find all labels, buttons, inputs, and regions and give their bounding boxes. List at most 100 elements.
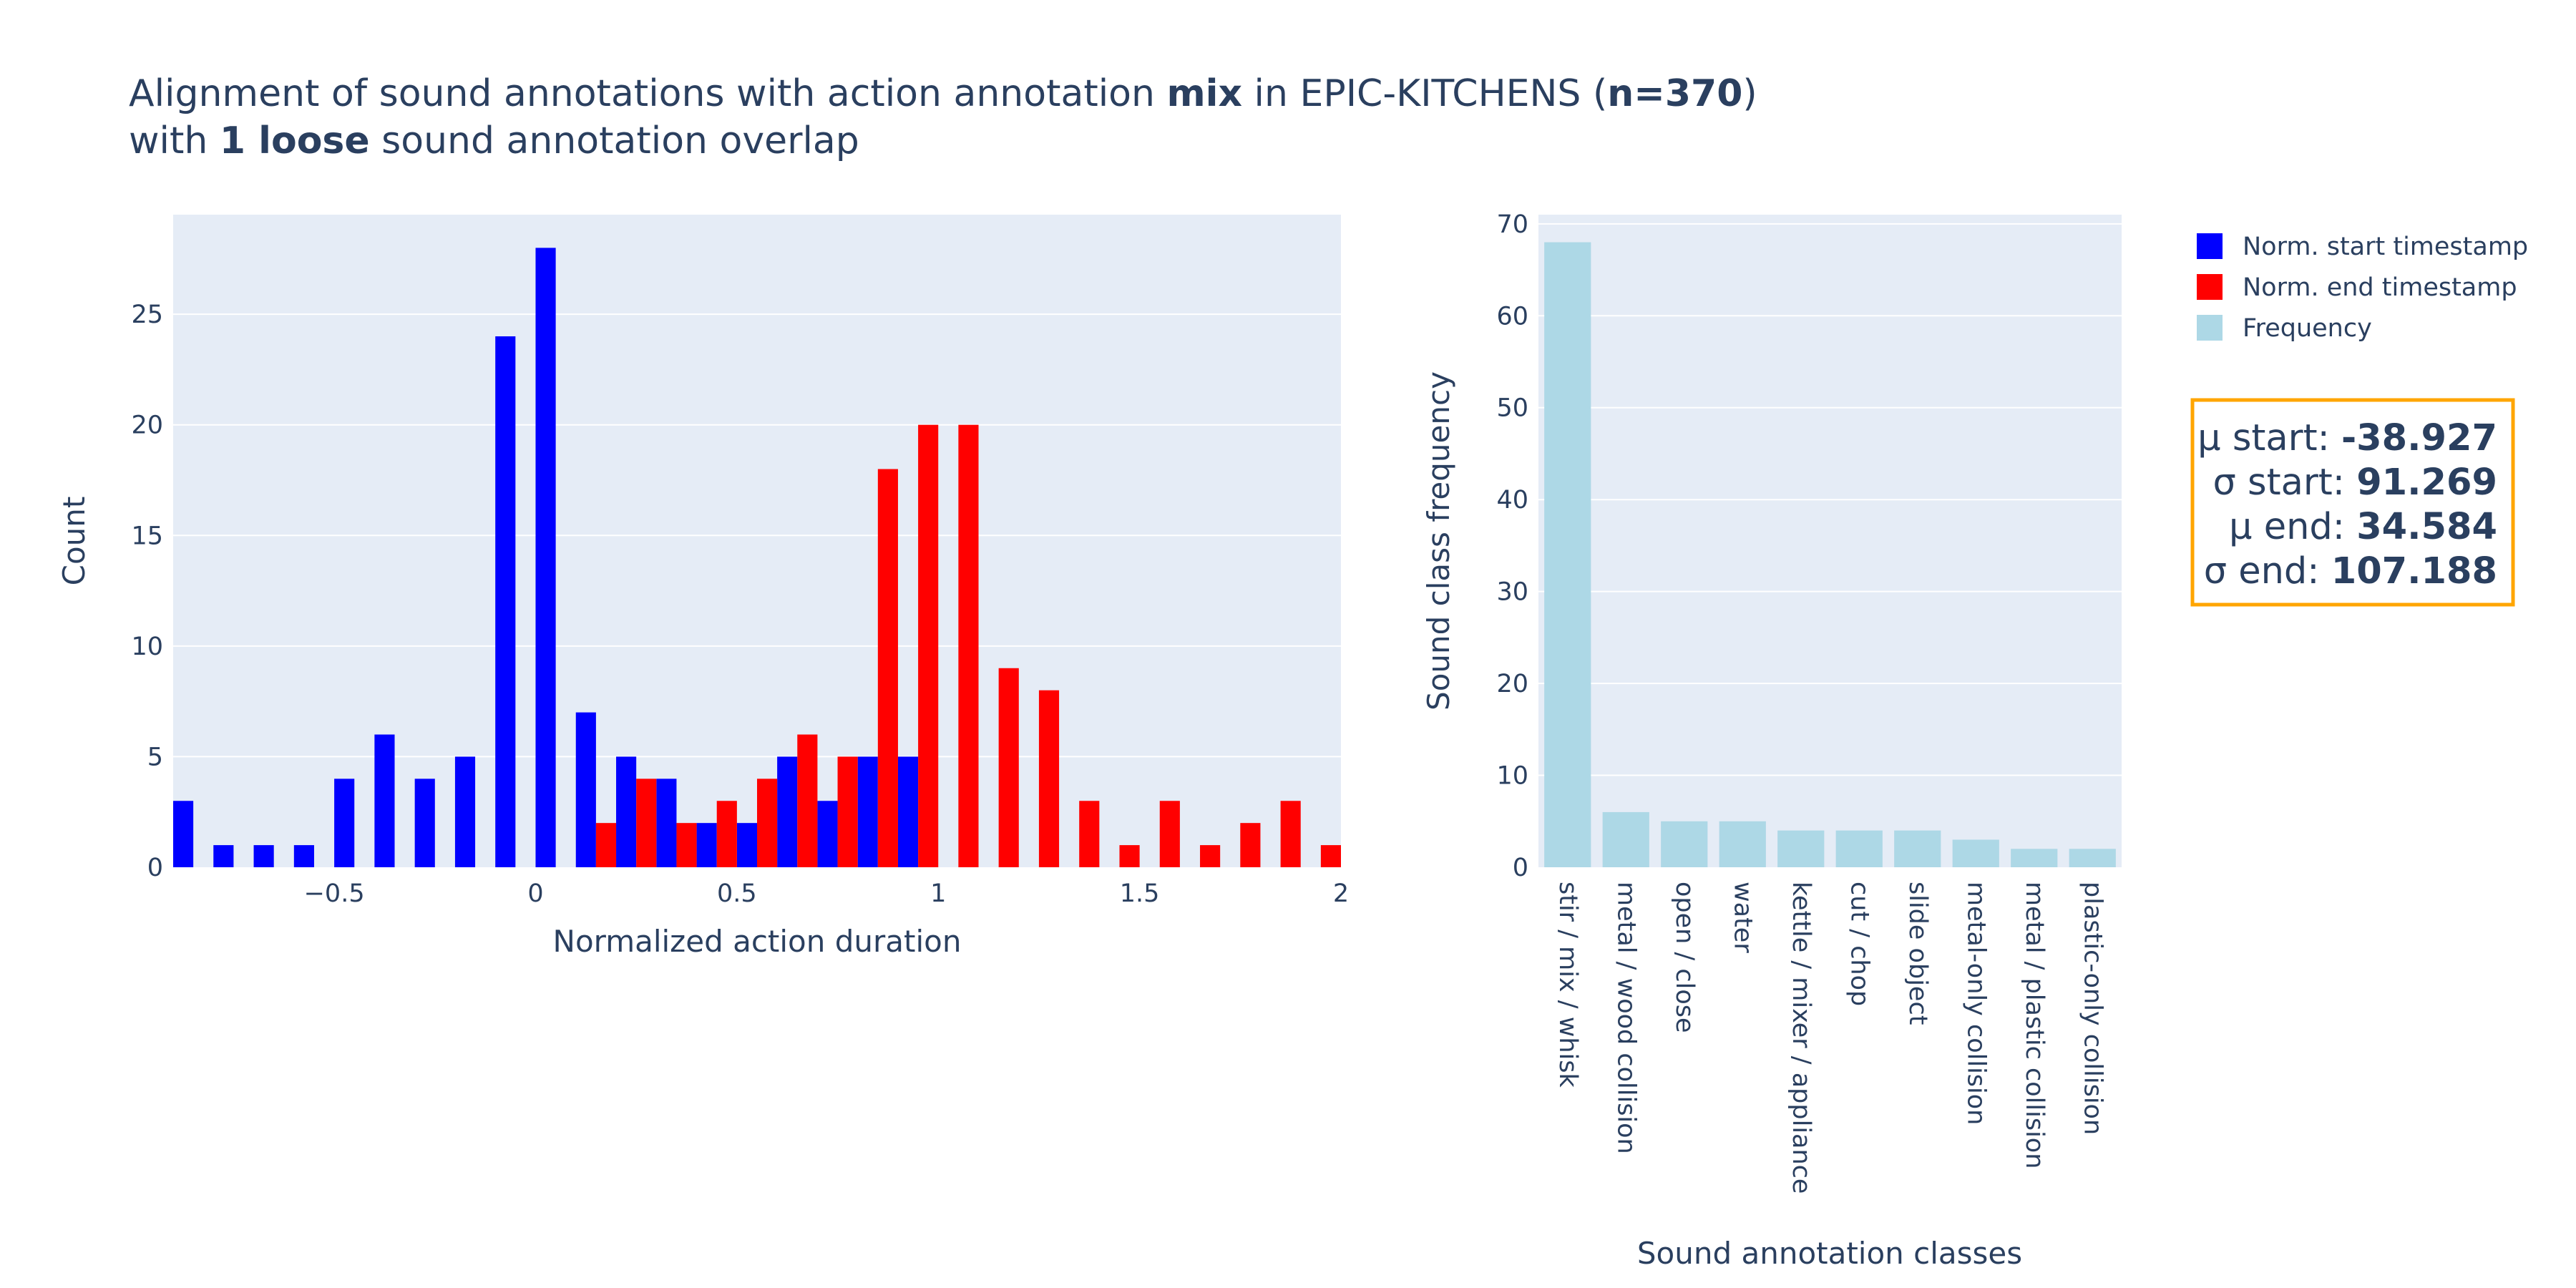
frequency-y-tick-label: 10 — [1496, 762, 1528, 791]
start-timestamp-bar — [857, 756, 878, 867]
histogram-bars — [173, 248, 1341, 867]
histogram-y-tick-label: 5 — [147, 743, 163, 771]
stats-line: σ start: 91.269 — [2212, 462, 2497, 504]
legend-label: Frequency — [2243, 314, 2372, 343]
stats-line: μ end: 34.584 — [2229, 506, 2497, 548]
start-timestamp-bar — [736, 823, 757, 867]
frequency-x-tick-label: metal-only collision — [1961, 882, 1990, 1125]
histogram-y-tick-label: 15 — [131, 522, 163, 550]
histogram-x-tick-label: 2 — [1333, 879, 1349, 908]
frequency-bar — [1894, 830, 1941, 867]
legend-label: Norm. end timestamp — [2243, 273, 2517, 302]
frequency-x-tick-label: metal / wood collision — [1611, 882, 1640, 1154]
histogram-plot-background — [173, 215, 1341, 867]
end-timestamp-bar — [636, 779, 657, 867]
histogram-y-tick-label: 10 — [131, 633, 163, 661]
histogram-y-tick-label: 25 — [131, 301, 163, 329]
histogram-x-tick-label: 0 — [527, 879, 543, 908]
legend: Norm. start timestamp Norm. end timestamp… — [2197, 233, 2528, 343]
stats-value: 34.584 — [2356, 506, 2497, 548]
end-timestamp-bar — [837, 756, 858, 867]
histogram-y-axis-title: Count — [57, 497, 92, 586]
chart-title-line-1: Alignment of sound annotations with acti… — [129, 72, 1757, 115]
stats-value: 107.188 — [2331, 550, 2497, 592]
frequency-bar — [2011, 849, 2058, 867]
end-timestamp-bar — [877, 469, 898, 867]
start-timestamp-bar — [535, 248, 556, 867]
frequency-bar — [2069, 849, 2116, 867]
histogram-y-tick-labels: 0 5 10 15 20 25 — [131, 301, 163, 882]
end-timestamp-bar — [1038, 690, 1060, 867]
end-timestamp-bar — [1159, 801, 1180, 867]
frequency-bar — [1952, 839, 1999, 867]
histogram-plot: −0.5 0 0.5 1 1.5 2 0 5 10 15 20 25 Normalized acti… — [57, 215, 1349, 959]
start-timestamp-bar — [495, 336, 516, 867]
start-timestamp-bar — [817, 801, 838, 867]
frequency-y-tick-label: 20 — [1496, 670, 1528, 698]
frequency-y-tick-label: 0 — [1513, 854, 1528, 882]
start-timestamp-bar — [334, 779, 355, 867]
end-timestamp-bar — [716, 801, 737, 867]
start-timestamp-bar — [293, 845, 314, 867]
legend-swatch — [2197, 315, 2223, 341]
frequency-bars — [1544, 242, 2116, 867]
frequency-bar — [1719, 821, 1766, 867]
stats-label: σ end: — [2204, 550, 2331, 592]
frequency-x-tick-label: water — [1728, 882, 1757, 953]
end-timestamp-bar — [1200, 845, 1221, 867]
end-timestamp-bar — [595, 823, 617, 867]
stats-label: μ end: — [2229, 506, 2356, 548]
frequency-y-tick-labels: 0 10 20 30 40 50 60 70 — [1496, 210, 1528, 882]
start-timestamp-bar — [777, 756, 798, 867]
frequency-bar — [1544, 242, 1591, 867]
frequency-x-tick-label: metal / plastic collision — [2020, 882, 2049, 1169]
start-timestamp-bar — [575, 712, 596, 867]
frequency-gridlines — [1538, 223, 2122, 776]
start-timestamp-bar — [656, 779, 677, 867]
frequency-y-tick-label: 70 — [1496, 210, 1528, 239]
stats-annotation-border — [2190, 398, 2515, 607]
frequency-bar — [1602, 811, 1649, 867]
frequency-plot: stir / mix / whisk metal / wood collision… — [1421, 210, 2122, 1271]
histogram-y-tick-label: 20 — [131, 411, 163, 440]
stats-value: -38.927 — [2341, 417, 2497, 459]
frequency-bar — [1835, 830, 1883, 867]
frequency-y-axis-title: Sound class frequency — [1421, 371, 1456, 711]
end-timestamp-bar — [757, 779, 778, 867]
start-timestamp-bar — [173, 801, 194, 867]
stats-line: σ end: 107.188 — [2204, 550, 2497, 592]
frequency-y-tick-label: 60 — [1496, 302, 1528, 331]
end-timestamp-bar — [676, 823, 697, 867]
end-timestamp-bar — [1240, 823, 1261, 867]
start-timestamp-bar — [414, 779, 435, 867]
frequency-y-tick-label: 30 — [1496, 578, 1528, 607]
frequency-x-tick-label: kettle / mixer / appliance — [1787, 882, 1815, 1194]
end-timestamp-bar — [797, 734, 818, 867]
stats-label: σ start: — [2212, 462, 2356, 504]
frequency-x-tick-label: slide object — [1903, 882, 1932, 1025]
frequency-x-axis-title: Sound annotation classes — [1637, 1236, 2022, 1271]
end-timestamp-bar — [918, 424, 939, 867]
histogram-x-tick-labels: −0.5 0 0.5 1 1.5 2 — [304, 879, 1350, 908]
frequency-x-tick-label: plastic-only collision — [2078, 882, 2107, 1135]
stats-line: μ start: -38.927 — [2197, 417, 2497, 459]
legend-swatch — [2197, 274, 2223, 300]
histogram-x-tick-label: 0.5 — [717, 879, 757, 908]
histogram-gridlines — [173, 313, 1341, 758]
start-timestamp-bar — [253, 845, 274, 867]
frequency-plot-background — [1538, 215, 2122, 867]
start-timestamp-bar — [897, 756, 919, 867]
end-timestamp-bar — [1119, 845, 1140, 867]
legend-swatch — [2197, 233, 2223, 259]
end-timestamp-bar — [958, 424, 979, 867]
stats-value: 91.269 — [2356, 462, 2497, 504]
histogram-y-tick-label: 0 — [147, 854, 163, 882]
frequency-x-tick-label: open / close — [1670, 882, 1699, 1033]
end-timestamp-bar — [1079, 801, 1100, 867]
frequency-x-tick-label: stir / mix / whisk — [1553, 882, 1582, 1088]
end-timestamp-bar — [998, 668, 1019, 867]
start-timestamp-bar — [454, 756, 476, 867]
stats-label: μ start: — [2197, 417, 2341, 459]
